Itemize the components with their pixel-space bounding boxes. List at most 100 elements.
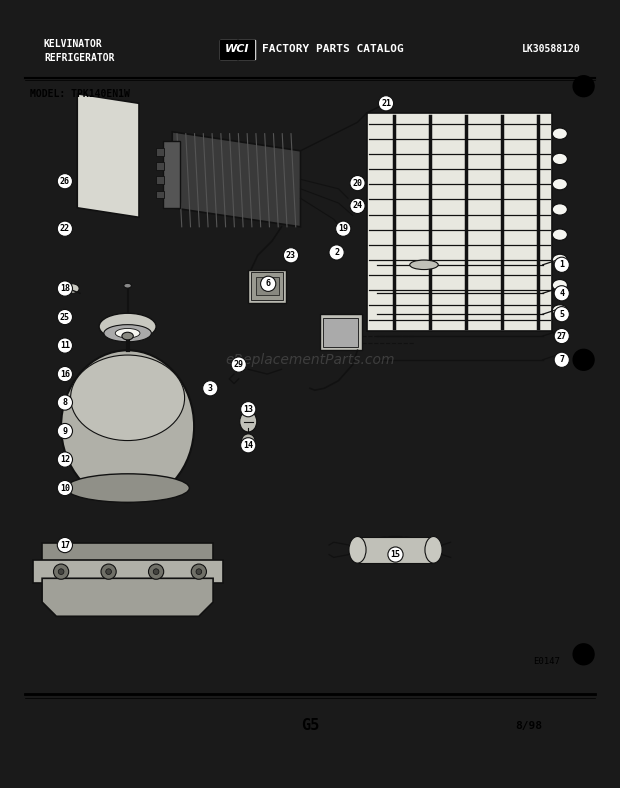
Circle shape: [241, 437, 256, 453]
Text: 21: 21: [381, 98, 391, 108]
Polygon shape: [78, 94, 139, 217]
Circle shape: [241, 402, 256, 417]
Text: 9: 9: [63, 426, 68, 436]
Ellipse shape: [552, 229, 567, 240]
Circle shape: [57, 173, 73, 189]
Text: 18: 18: [60, 284, 70, 293]
Circle shape: [554, 307, 569, 322]
Circle shape: [260, 277, 276, 292]
Bar: [319, 314, 362, 351]
Circle shape: [57, 395, 73, 410]
Text: 12: 12: [60, 455, 70, 464]
Circle shape: [388, 547, 403, 562]
Ellipse shape: [552, 305, 567, 316]
Text: 27: 27: [557, 332, 567, 340]
Circle shape: [57, 310, 73, 325]
Circle shape: [378, 95, 394, 111]
Text: 6: 6: [266, 279, 271, 288]
Text: 16: 16: [60, 370, 70, 378]
Bar: [156, 148, 164, 155]
Circle shape: [350, 176, 365, 191]
Bar: [219, 39, 237, 58]
Text: 24: 24: [353, 202, 363, 210]
Bar: [33, 560, 223, 583]
Circle shape: [203, 381, 218, 396]
Bar: [251, 273, 283, 300]
Bar: [156, 177, 164, 184]
Bar: [221, 41, 253, 58]
Text: G5: G5: [301, 718, 319, 733]
Circle shape: [191, 564, 206, 579]
Bar: [256, 277, 278, 296]
Text: REFRIGERATOR: REFRIGERATOR: [44, 53, 115, 63]
Circle shape: [554, 286, 569, 301]
Circle shape: [106, 569, 112, 574]
Bar: [16, 20, 604, 75]
Text: MODEL: TPK140EN1W: MODEL: TPK140EN1W: [30, 89, 130, 98]
Polygon shape: [42, 578, 213, 616]
Circle shape: [53, 564, 69, 579]
Circle shape: [57, 338, 73, 353]
Text: 29: 29: [234, 360, 244, 369]
Ellipse shape: [115, 329, 140, 338]
Bar: [323, 318, 358, 347]
Text: FACTORY PARTS CATALOG: FACTORY PARTS CATALOG: [262, 44, 404, 54]
Ellipse shape: [99, 314, 156, 340]
Circle shape: [335, 221, 351, 236]
Text: WCI: WCI: [224, 44, 249, 54]
Circle shape: [57, 366, 73, 381]
Circle shape: [350, 199, 365, 214]
Circle shape: [196, 569, 202, 574]
Ellipse shape: [552, 179, 567, 190]
Ellipse shape: [552, 255, 567, 266]
Bar: [219, 39, 254, 58]
Ellipse shape: [71, 355, 185, 440]
Circle shape: [329, 245, 344, 260]
Circle shape: [57, 452, 73, 467]
Ellipse shape: [240, 411, 257, 432]
Ellipse shape: [349, 537, 366, 563]
Circle shape: [149, 564, 164, 579]
Bar: [156, 191, 164, 199]
Ellipse shape: [410, 260, 438, 269]
Bar: [248, 269, 286, 303]
Bar: [42, 543, 213, 564]
Ellipse shape: [61, 351, 194, 502]
Text: 11: 11: [60, 341, 70, 350]
Ellipse shape: [552, 128, 567, 139]
Text: 19: 19: [339, 225, 348, 233]
Text: 8/98: 8/98: [515, 720, 542, 730]
Circle shape: [554, 257, 569, 273]
Text: 22: 22: [60, 225, 70, 233]
Text: 1: 1: [559, 260, 564, 269]
Circle shape: [57, 481, 73, 496]
Circle shape: [283, 247, 299, 263]
Text: 23: 23: [286, 251, 296, 260]
Text: E0147: E0147: [533, 656, 560, 666]
Ellipse shape: [66, 474, 189, 502]
Circle shape: [101, 564, 116, 579]
Text: 14: 14: [243, 440, 253, 450]
Text: 20: 20: [353, 179, 363, 188]
Bar: [367, 113, 552, 331]
Ellipse shape: [552, 204, 567, 215]
Bar: [156, 162, 164, 169]
Circle shape: [231, 357, 246, 372]
Text: 15: 15: [391, 550, 401, 559]
Text: 2: 2: [334, 248, 339, 257]
Ellipse shape: [242, 434, 255, 448]
Text: eReplacementParts.com: eReplacementParts.com: [225, 353, 395, 366]
Text: 13: 13: [243, 405, 253, 414]
Text: 4: 4: [559, 288, 564, 298]
Ellipse shape: [552, 280, 567, 291]
Bar: [238, 39, 255, 58]
Circle shape: [573, 349, 594, 370]
Circle shape: [57, 221, 73, 236]
Text: 26: 26: [60, 177, 70, 186]
Circle shape: [573, 76, 594, 97]
Circle shape: [573, 644, 594, 665]
Circle shape: [57, 281, 73, 296]
Circle shape: [554, 329, 569, 344]
Circle shape: [58, 569, 64, 574]
Text: KELVINATOR: KELVINATOR: [44, 39, 103, 50]
